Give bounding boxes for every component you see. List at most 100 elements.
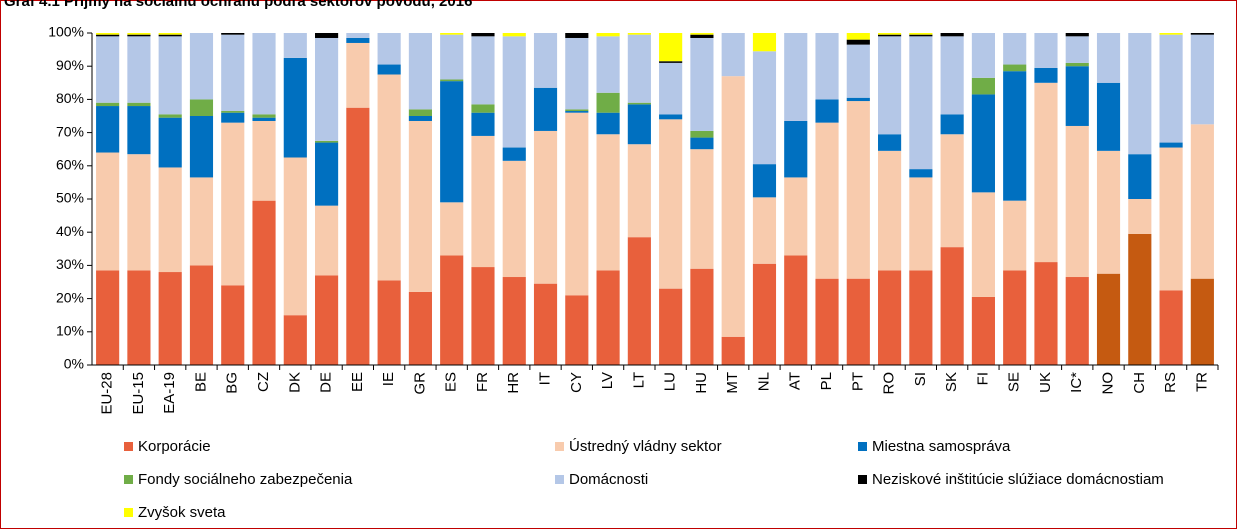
bar-segment	[846, 278, 870, 365]
x-tick-label: NL	[755, 372, 772, 391]
x-tick-label: IT	[536, 372, 553, 385]
bar-segment	[690, 268, 714, 365]
bar-segment	[940, 247, 964, 365]
x-tick-label: CZ	[255, 372, 272, 392]
x-tick-label: PL	[818, 372, 835, 390]
bar-segment	[502, 36, 526, 148]
bar-segment	[878, 33, 902, 35]
y-tick-label: 10%	[56, 323, 84, 339]
bar-segment	[940, 36, 964, 115]
bar-segment	[1128, 33, 1152, 155]
bar-segment	[408, 291, 432, 365]
bar-segment	[971, 94, 995, 193]
bar-segment	[1065, 66, 1089, 126]
bar-segment	[815, 99, 839, 123]
bar-segment	[1159, 33, 1183, 35]
bar-segment	[1096, 150, 1121, 274]
bar-segment	[1159, 147, 1183, 291]
bar-segment	[158, 117, 182, 168]
bar-segment	[565, 111, 589, 113]
bar-segment	[440, 202, 464, 256]
bar-segment	[878, 150, 902, 271]
bar-segment	[315, 140, 339, 143]
bar-segment	[315, 142, 339, 206]
bar-segment	[1003, 71, 1027, 201]
chart-title: Graf 4.1 Príjmy na sociálnu ochranu podľ…	[4, 0, 472, 10]
bar-segment	[471, 267, 495, 365]
legend-swatch	[858, 442, 867, 451]
x-tick-label: AT	[787, 372, 804, 390]
bar-segment	[815, 278, 839, 365]
y-tick-label: 50%	[56, 190, 84, 206]
bar-segment	[315, 37, 339, 141]
bar-segment	[127, 154, 151, 271]
bar-segment	[346, 42, 370, 108]
bar-segment	[1065, 36, 1089, 63]
bar-segment	[596, 92, 620, 113]
x-tick-label: TR	[1193, 372, 1210, 392]
bar-segment	[878, 270, 902, 365]
bar-segment	[440, 81, 464, 203]
bar-segment	[878, 34, 902, 37]
bar-segment	[158, 272, 182, 365]
bar-segment	[158, 33, 182, 35]
bar-segment	[1003, 200, 1027, 271]
legend-label: Ústredný vládny sektor	[569, 438, 722, 455]
y-tick-label: 100%	[48, 24, 84, 40]
bar-segment	[533, 87, 558, 131]
bar-segment	[596, 36, 620, 93]
bar-segment	[659, 62, 683, 115]
bar-segment	[565, 112, 589, 296]
legend-swatch	[124, 442, 133, 451]
bar-segment	[659, 61, 683, 63]
bar-segment	[377, 280, 401, 365]
x-tick-label: LT	[630, 372, 647, 388]
bar-segment	[346, 107, 370, 365]
bar-segment	[283, 57, 307, 158]
legend-swatch	[555, 442, 564, 451]
x-tick-label: RS	[1162, 372, 1179, 393]
bar-segment	[440, 255, 464, 365]
bar-segment	[596, 134, 620, 271]
bar-segment	[1096, 82, 1121, 151]
bar-segment	[627, 34, 651, 103]
legend-label: Domácnosti	[569, 471, 648, 488]
bar-segment	[815, 122, 839, 279]
bar-segment	[659, 288, 683, 365]
bar-segment	[1159, 142, 1183, 148]
x-tick-label: EA-19	[161, 372, 178, 414]
bar-segment	[1190, 278, 1214, 365]
bar-segment	[502, 147, 526, 161]
x-tick-label: DE	[318, 372, 335, 393]
bar-segment	[752, 33, 777, 52]
bar-segment	[252, 33, 276, 115]
bar-segment	[315, 205, 339, 276]
bar-segment	[940, 134, 964, 248]
legend-label: Fondy sociálneho zabezpečenia	[138, 471, 353, 488]
bar-segment	[1003, 33, 1027, 65]
bar-segment	[909, 36, 933, 170]
bar-segment	[909, 169, 933, 178]
x-tick-label: NO	[1099, 372, 1116, 395]
bar-segment	[440, 33, 464, 35]
bar-segment	[752, 164, 777, 198]
bar-segment	[158, 34, 182, 37]
bar-segment	[784, 120, 808, 178]
bar-segment	[627, 33, 651, 35]
y-tick-label: 30%	[56, 256, 84, 272]
bar-segment	[1190, 124, 1214, 279]
bar-segment	[471, 112, 495, 136]
bar-segment	[127, 106, 151, 155]
bar-segment	[533, 130, 558, 284]
bar-segment	[721, 33, 745, 77]
bar-segment	[96, 34, 120, 37]
bar-segment	[440, 34, 464, 80]
bar-segment	[252, 114, 276, 118]
bar-segment	[221, 33, 245, 35]
bar-segment	[1034, 82, 1058, 263]
bar-segment	[1003, 270, 1027, 365]
bar-segment	[596, 270, 620, 365]
bar-segment	[158, 114, 182, 118]
bar-segment	[690, 137, 714, 150]
bar-segment	[96, 33, 120, 35]
